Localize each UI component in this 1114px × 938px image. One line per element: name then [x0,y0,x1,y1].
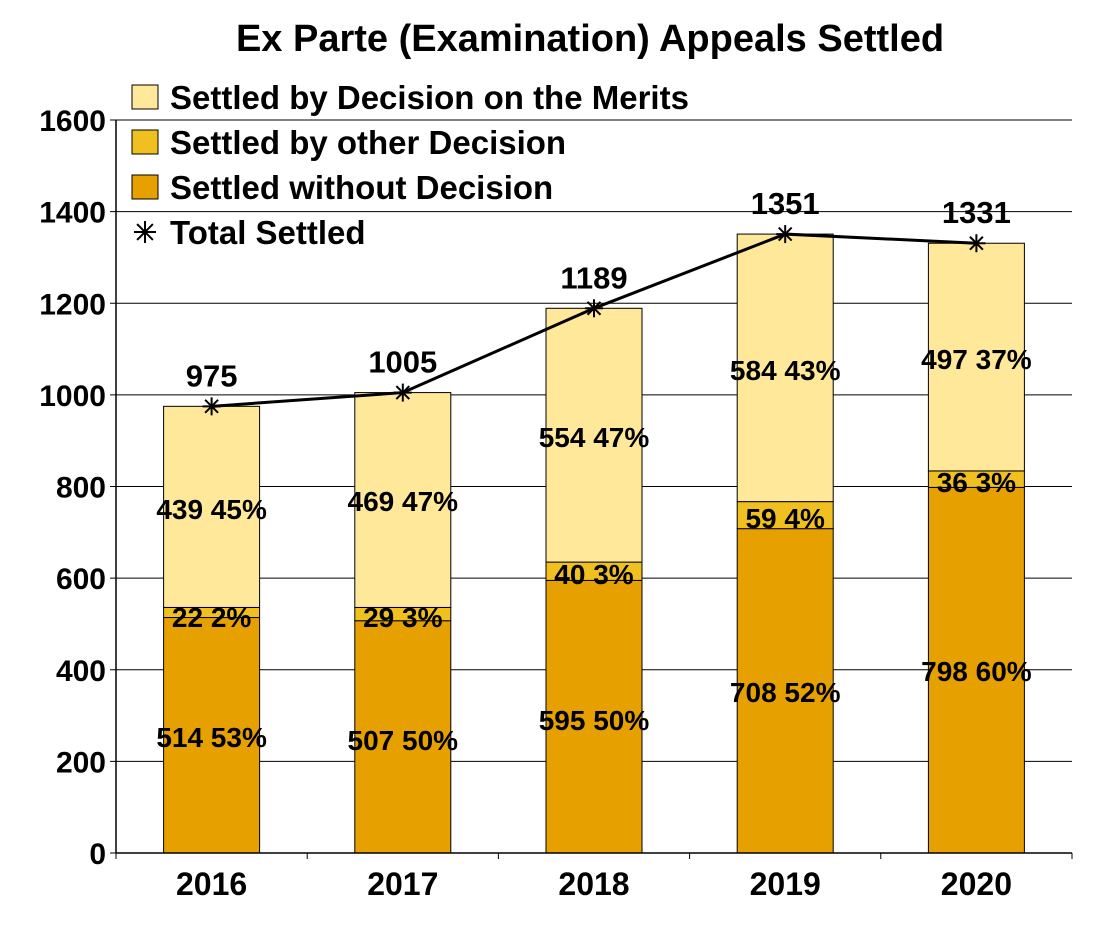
x-tick-label: 2017 [367,866,438,902]
y-tick-label: 1200 [39,288,106,321]
segment-label: 554 47% [539,422,650,453]
total-label: 975 [186,358,238,393]
segment-label: 798 60% [921,656,1032,687]
segment-label: 595 50% [539,705,650,736]
asterisk-marker [393,383,412,402]
legend-label: Settled by other Decision [170,124,566,161]
y-tick-label: 400 [56,655,106,688]
segment-label: 59 4% [745,503,824,534]
asterisk-marker [134,221,156,243]
total-line [202,225,986,416]
y-tick-label: 1400 [39,197,106,230]
segment-label: 40 3% [554,559,633,590]
x-tick-label: 2019 [750,866,821,902]
y-tick-label: 200 [56,746,106,779]
y-tick-label: 600 [56,563,106,596]
bar-segment [927,486,1025,854]
axes: 0 200 400 600 800 1000 1200 1400 1600 2016 2017 201… [39,105,1073,902]
bars [163,233,1025,854]
bar-segment [163,405,261,608]
total-label: 1331 [942,195,1011,230]
segment-label: 507 50% [348,725,459,756]
segment-label: 22 2% [172,602,251,633]
y-tick-label: 1600 [39,105,106,138]
legend: Settled by Decision on the Merits Settled… [131,79,689,251]
legend-label: Settled by Decision on the Merits [170,79,689,116]
segment-label: 584 43% [730,355,841,386]
marker-stroke [969,236,984,251]
y-tick-label: 1000 [39,380,106,413]
marker-stroke [204,399,219,414]
asterisk-marker [585,299,603,318]
asterisk-marker [967,234,986,253]
y-tick-label: 800 [56,472,106,505]
marker-stroke [778,226,793,242]
legend-label: Total Settled [170,214,366,251]
bar-segment [736,528,834,854]
segment-label: 29 3% [363,602,442,633]
legend-label: Settled without Decision [170,169,553,206]
bar-segment [163,617,261,854]
asterisk-marker [776,225,795,244]
total-label: 1189 [560,260,627,295]
bar-segment [354,392,452,608]
segment-label: 469 47% [348,486,459,517]
chart-title: Ex Parte (Examination) Appeals Settled [236,18,944,60]
marker-stroke [395,385,410,400]
y-tick-label: 0 [89,838,106,871]
bar-segment [736,233,834,503]
bar-segment [927,242,1025,472]
total-label: 1005 [368,345,437,380]
data-labels: 514 53% 507 50% 595 50% 708 52% 798 60% 22 2%… [156,186,1031,756]
segment-label: 439 45% [156,494,267,525]
legend-swatch [131,174,159,200]
segment-label: 36 3% [937,467,1016,498]
segment-label: 514 53% [156,722,267,753]
bar-segment [545,307,643,563]
bar-segment [736,501,834,530]
marker-stroke [586,301,602,316]
marker-stroke [136,223,154,241]
legend-swatch [131,129,159,155]
bar-segment [354,620,452,854]
segment-label: 497 37% [921,344,1032,375]
legend-swatch [131,84,159,110]
asterisk-marker [202,397,221,416]
segment-label: 708 52% [730,677,841,708]
x-tick-label: 2020 [941,866,1012,902]
x-tick-label: 2016 [176,866,247,902]
x-tick-label: 2018 [558,866,629,902]
bar-segment [545,579,643,854]
total-label: 1351 [751,186,820,221]
